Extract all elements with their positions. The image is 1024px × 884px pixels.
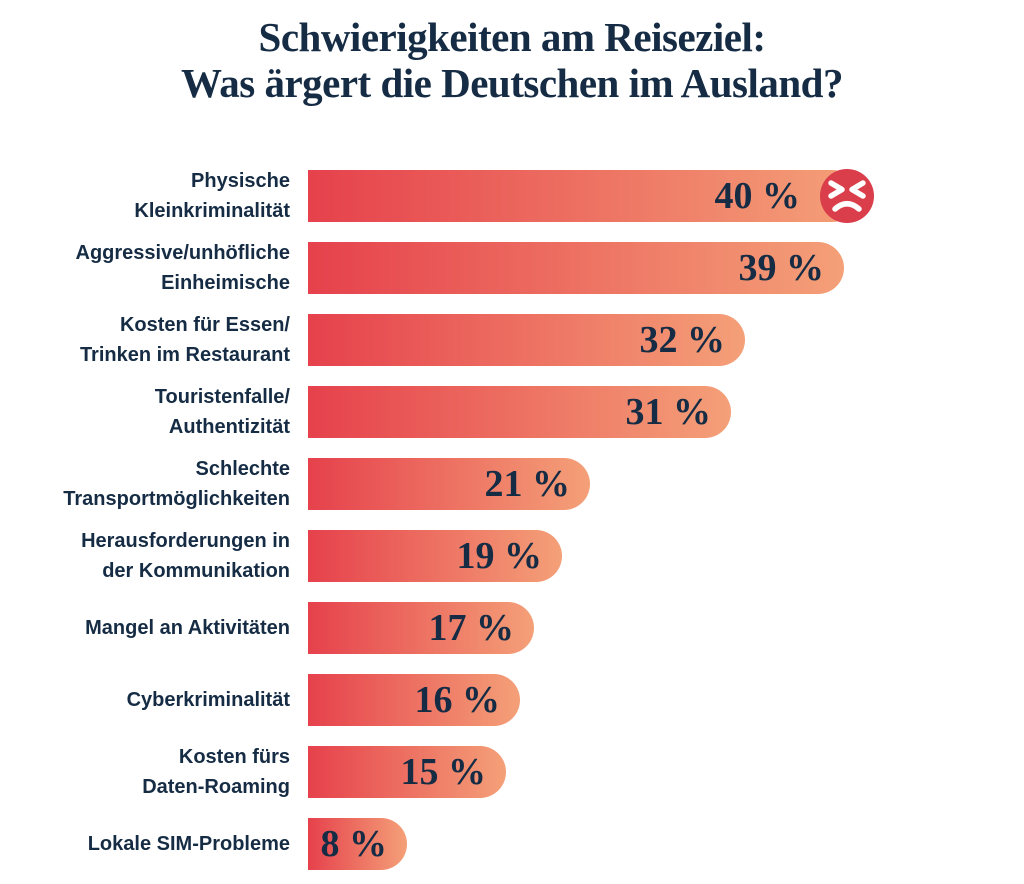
bar-value-label: 40 % bbox=[714, 175, 801, 217]
bar: 15 % bbox=[308, 746, 506, 798]
bar-chart: Physische Kleinkriminalität 40 % Aggress… bbox=[0, 169, 1024, 870]
bar: 31 % bbox=[308, 386, 731, 438]
bar-label: Physische Kleinkriminalität bbox=[134, 170, 290, 222]
bar: 21 % bbox=[308, 458, 590, 510]
angry-face-icon bbox=[820, 169, 874, 223]
bar-value-label: 19 % bbox=[456, 535, 543, 577]
bar-label: Touristenfalle/ Authentizität bbox=[154, 386, 290, 438]
bar-value-label: 17 % bbox=[428, 607, 515, 649]
bar-row: Herausforderungen in der Kommunikation 1… bbox=[22, 530, 1024, 582]
bar-value-label: 21 % bbox=[484, 463, 571, 505]
bar-label: Lokale SIM-Probleme bbox=[87, 833, 290, 855]
bar-row: Kosten für Essen/ Trinken im Restaurant … bbox=[22, 314, 1024, 366]
bar-label: Herausforderungen in der Kommunikation bbox=[81, 530, 290, 582]
bar-label: Mangel an Aktivitäten bbox=[85, 617, 290, 639]
chart-title-line-1: Schwierigkeiten am Reiseziel: bbox=[258, 14, 766, 60]
bar: 17 % bbox=[308, 602, 534, 654]
bar-value-label: 16 % bbox=[414, 679, 501, 721]
bar-row: Kosten fürs Daten-Roaming 15 % bbox=[22, 746, 1024, 798]
bar-row: Schlechte Transportmöglichkeiten 21 % bbox=[22, 458, 1024, 510]
bar-row: Touristenfalle/ Authentizität 31 % bbox=[22, 386, 1024, 438]
bar-value-label: 8 % bbox=[320, 823, 388, 865]
bar: 39 % bbox=[308, 242, 844, 294]
bar: 32 % bbox=[308, 314, 745, 366]
bar-label: Kosten fürs Daten-Roaming bbox=[142, 746, 290, 798]
bar-label: Kosten für Essen/ Trinken im Restaurant bbox=[79, 314, 290, 366]
bar: 40 % bbox=[308, 169, 874, 223]
bar-row: Mangel an Aktivitäten 17 % bbox=[22, 602, 1024, 654]
bar-value-label: 31 % bbox=[625, 391, 712, 433]
chart-title-line-2: Was ärgert die Deutschen im Ausland? bbox=[181, 60, 843, 106]
bar: 16 % bbox=[308, 674, 520, 726]
bar-label: Cyberkriminalität bbox=[126, 689, 290, 711]
bar-value-label: 32 % bbox=[639, 319, 726, 361]
bar: 19 % bbox=[308, 530, 562, 582]
bar-label: Schlechte Transportmöglichkeiten bbox=[63, 458, 290, 510]
bar: 8 % bbox=[308, 818, 407, 870]
bar-row: Physische Kleinkriminalität 40 % bbox=[22, 169, 1024, 223]
bar-row: Cyberkriminalität 16 % bbox=[22, 674, 1024, 726]
bar-row: Lokale SIM-Probleme 8 % bbox=[22, 818, 1024, 870]
bar-value-label: 15 % bbox=[400, 751, 487, 793]
bar-row: Aggressive/unhöfliche Einheimische 39 % bbox=[22, 242, 1024, 294]
bar-label: Aggressive/unhöfliche Einheimische bbox=[75, 242, 291, 294]
chart-title: Schwierigkeiten am Reiseziel: Was ärgert… bbox=[0, 14, 1024, 106]
bar-value-label: 39 % bbox=[738, 247, 825, 289]
